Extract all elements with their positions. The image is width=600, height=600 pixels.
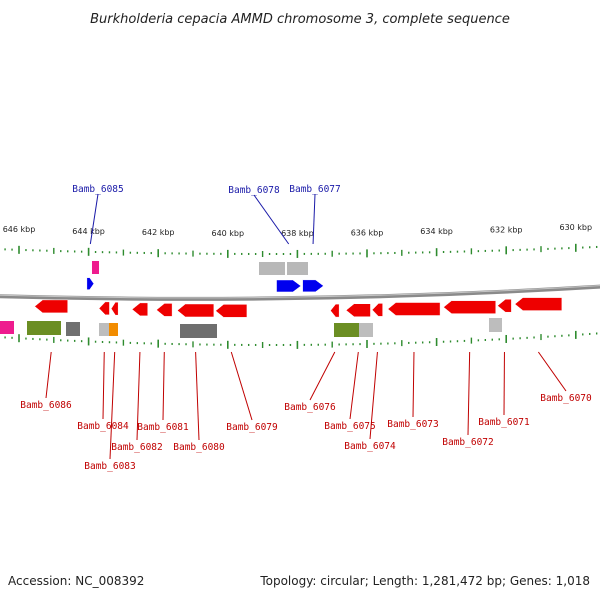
gene-label-bamb-6081[interactable]: Bamb_6081 (137, 422, 189, 433)
gene-bamb-6072[interactable] (443, 300, 497, 314)
label-leader-line (349, 351, 359, 420)
tick-label-638: 638 kbp (281, 229, 314, 238)
label-leader-line (109, 351, 116, 460)
tick-label-642: 642 kbp (142, 228, 175, 237)
gene-label-bamb-6077[interactable]: Bamb_6077 (289, 184, 340, 195)
scale-tick-labels: 646 kbp 644 kbp 642 kbp 640 kbp 638 kbp 636 k… (3, 223, 592, 238)
annotation-box (109, 323, 118, 336)
label-leader-line (312, 193, 316, 245)
gene-label-bamb-6075[interactable]: Bamb_6075 (324, 421, 375, 432)
tick-label-640: 640 kbp (211, 229, 244, 238)
gene-bamb-6079[interactable] (215, 304, 248, 318)
topology-value: circular (320, 574, 365, 588)
tick-label-634: 634 kbp (420, 227, 453, 236)
gene-bamb-6082[interactable] (131, 302, 149, 317)
tick-label-632: 632 kbp (490, 225, 523, 234)
label-leader-line (369, 351, 378, 440)
annotation-box (0, 321, 14, 334)
gene-bamb-6075[interactable] (345, 303, 371, 318)
annotation-box (287, 262, 308, 275)
gene-label-bamb-6084[interactable]: Bamb_6084 (77, 421, 129, 432)
gene-bamb-6083[interactable] (110, 301, 119, 316)
annotation-box (66, 322, 80, 336)
genes-label: Genes: (509, 574, 552, 588)
annotation-box (92, 261, 99, 274)
gene-label-bamb-6074[interactable]: Bamb_6074 (344, 441, 396, 452)
topology-label: Topology: (260, 574, 317, 588)
gene-label-bamb-6078[interactable]: Bamb_6078 (228, 185, 280, 196)
annotation-box (359, 323, 373, 337)
annotation-box (180, 324, 217, 338)
genes-value: 1,018 (555, 574, 590, 588)
gene-label-bamb-6080[interactable]: Bamb_6080 (173, 442, 225, 453)
gene-labels: Bamb_6085 Bamb_6078 Bamb_6077 Bamb_6086 Bamb… (20, 184, 592, 472)
tick-label-644: 644 kbp (72, 227, 105, 236)
gene-bamb-6070[interactable] (514, 297, 563, 311)
tick-label-646: 646 kbp (3, 225, 36, 234)
accession-label: Accession: (8, 574, 72, 588)
label-leader-line (136, 351, 141, 441)
length-label: Length: (372, 574, 419, 588)
gene-bamb-6081[interactable] (156, 303, 173, 317)
label-leader-line (412, 351, 415, 418)
annotation-box (489, 318, 502, 332)
gene-bamb-6085[interactable] (86, 277, 95, 290)
map-title: Burkholderia cepacia AMMD chromosome 3, … (90, 12, 510, 27)
gene-label-bamb-6085[interactable]: Bamb_6085 (72, 184, 123, 195)
genome-backbone-highlight (0, 285, 600, 299)
label-leader-line (102, 351, 105, 420)
gene-label-bamb-6083[interactable]: Bamb_6083 (84, 461, 135, 472)
length-value: 1,281,472 bp (421, 574, 502, 588)
gene-bamb-6074[interactable] (371, 303, 383, 317)
label-leader-line (162, 351, 165, 421)
label-leader-line (537, 351, 567, 392)
label-leader-line (45, 351, 52, 399)
annotation-tracks (0, 261, 502, 338)
gene-bamb-6076[interactable] (330, 303, 340, 318)
gene-bamb-6080[interactable] (176, 303, 215, 318)
annotation-box (27, 321, 61, 335)
accession-value: NC_008392 (75, 574, 145, 588)
accession-info: Accession: NC_008392 (8, 574, 144, 588)
tick-label-630: 630 kbp (559, 223, 592, 232)
gene-label-bamb-6086[interactable]: Bamb_6086 (20, 400, 72, 411)
gene-features (34, 277, 563, 318)
gene-label-bamb-6070[interactable]: Bamb_6070 (540, 393, 592, 404)
gene-bamb-6073[interactable] (387, 302, 441, 316)
upper-scale-ticks (4, 243, 598, 258)
label-leader-line (89, 193, 99, 245)
label-leader-line (467, 351, 471, 436)
tick-label-636: 636 kbp (351, 228, 384, 237)
gene-label-bamb-6082[interactable]: Bamb_6082 (111, 442, 162, 453)
gene-label-bamb-6079[interactable]: Bamb_6079 (226, 422, 278, 433)
label-leader-line (230, 351, 253, 421)
genome-backbone (0, 284, 600, 301)
gene-label-bamb-6073[interactable]: Bamb_6073 (387, 419, 438, 430)
gene-bamb-6071[interactable] (497, 298, 512, 313)
gene-bamb-6086[interactable] (34, 299, 68, 314)
label-leader-line (253, 194, 290, 245)
gene-bamb-6078[interactable] (276, 279, 302, 293)
gene-label-bamb-6072[interactable]: Bamb_6072 (442, 437, 493, 448)
annotation-box (259, 262, 285, 275)
gene-bamb-6077[interactable] (302, 279, 324, 293)
label-leader-line (195, 351, 200, 441)
annotation-box (334, 323, 359, 337)
gene-label-bamb-6071[interactable]: Bamb_6071 (478, 417, 530, 428)
annotation-box (99, 323, 109, 336)
gene-label-bamb-6076[interactable]: Bamb_6076 (284, 402, 336, 413)
lower-scale-ticks (4, 330, 598, 349)
gene-bamb-6084[interactable] (98, 301, 110, 316)
genome-summary: Topology: circular; Length: 1,281,472 bp… (260, 574, 590, 588)
label-leader-line (309, 351, 336, 401)
